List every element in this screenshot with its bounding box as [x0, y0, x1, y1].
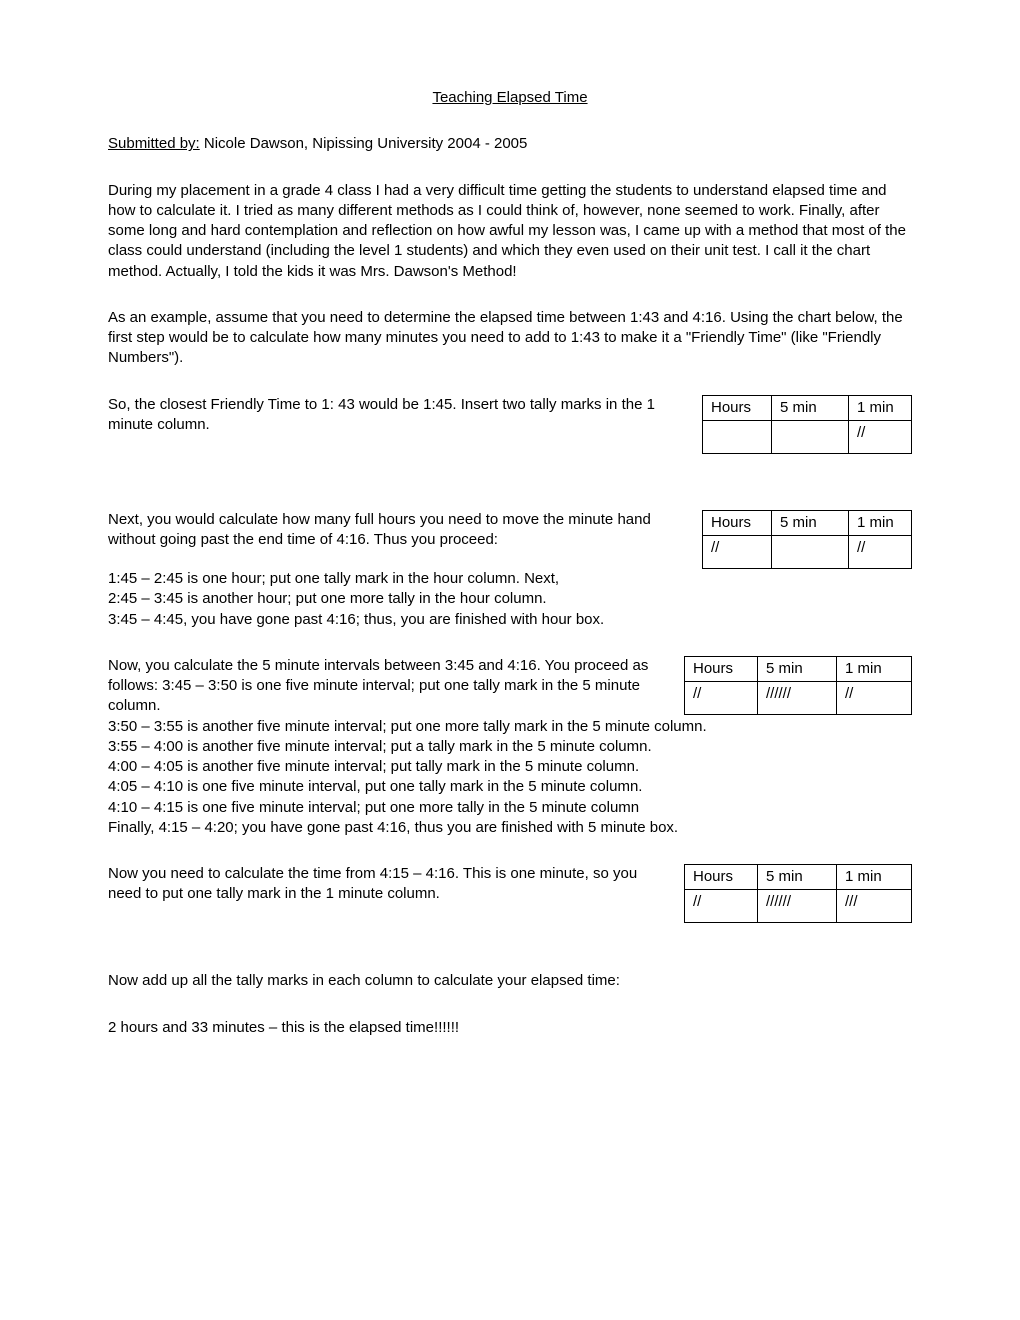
table-header-hours: Hours [685, 865, 758, 890]
table3-hours-cell: // [685, 682, 758, 715]
step1-text: So, the closest Friendly Time to 1: 43 w… [108, 395, 674, 436]
step3-text: Now, you calculate the 5 minute interval… [108, 656, 656, 717]
submitted-by-value: Nicole Dawson, Nipissing University 2004… [200, 135, 528, 152]
step2-section: Next, you would calculate how many full … [108, 510, 912, 569]
table1-1min-cell: // [849, 420, 912, 453]
table-header-5min: 5 min [758, 656, 837, 681]
table1-hours-cell [703, 420, 772, 453]
result-text: 2 hours and 33 minutes – this is the ela… [108, 1018, 912, 1038]
table3-5min-cell: ////// [758, 682, 837, 715]
table3-1min-cell: // [837, 682, 912, 715]
spacer [108, 923, 912, 947]
tally-table-3: Hours 5 min 1 min // ////// // [684, 656, 912, 715]
table-header-5min: 5 min [758, 865, 837, 890]
step3-line1: 3:50 – 3:55 is another five minute inter… [108, 718, 707, 735]
step3-section: Now, you calculate the 5 minute interval… [108, 656, 912, 717]
intro-paragraph-2: As an example, assume that you need to d… [108, 308, 912, 369]
table2-hours-cell: // [703, 536, 772, 569]
page-title: Teaching Elapsed Time [108, 88, 912, 108]
table-header-hours: Hours [703, 395, 772, 420]
step3-line6: Finally, 4:15 – 4:20; you have gone past… [108, 819, 678, 836]
step2-line1: 1:45 – 2:45 is one hour; put one tally m… [108, 570, 559, 587]
tally-table-2: Hours 5 min 1 min // // [702, 510, 912, 569]
step4-section: Now you need to calculate the time from … [108, 864, 912, 923]
step3-line2: 3:55 – 4:00 is another five minute inter… [108, 738, 652, 755]
table-header-hours: Hours [685, 656, 758, 681]
intro-paragraph-1: During my placement in a grade 4 class I… [108, 181, 912, 282]
tally-table-1: Hours 5 min 1 min // [702, 395, 912, 454]
step3-continuation: 3:50 – 3:55 is another five minute inter… [108, 717, 912, 839]
table-header-1min: 1 min [849, 395, 912, 420]
table-header-1min: 1 min [837, 656, 912, 681]
table-header-5min: 5 min [772, 510, 849, 535]
table1-5min-cell [772, 420, 849, 453]
step2-continuation: 1:45 – 2:45 is one hour; put one tally m… [108, 569, 912, 630]
step2-line3: 3:45 – 4:45, you have gone past 4:16; th… [108, 611, 604, 628]
table2-5min-cell [772, 536, 849, 569]
step2-text: Next, you would calculate how many full … [108, 510, 674, 551]
table-header-hours: Hours [703, 510, 772, 535]
step3-line3: 4:00 – 4:05 is another five minute inter… [108, 758, 639, 775]
table-header-5min: 5 min [772, 395, 849, 420]
step1-section: So, the closest Friendly Time to 1: 43 w… [108, 395, 912, 454]
table2-1min-cell: // [849, 536, 912, 569]
submitted-by-label: Submitted by: [108, 135, 200, 152]
table-header-1min: 1 min [837, 865, 912, 890]
table4-5min-cell: ////// [758, 890, 837, 923]
table-header-1min: 1 min [849, 510, 912, 535]
document-page: Teaching Elapsed Time Submitted by: Nico… [0, 0, 1020, 1320]
step4-text: Now you need to calculate the time from … [108, 864, 656, 905]
final-instruction: Now add up all the tally marks in each c… [108, 971, 912, 991]
table4-1min-cell: /// [837, 890, 912, 923]
submitted-by-line: Submitted by: Nicole Dawson, Nipissing U… [108, 134, 912, 154]
step3-line4: 4:05 – 4:10 is one five minute interval,… [108, 778, 642, 795]
tally-table-4: Hours 5 min 1 min // ////// /// [684, 864, 912, 923]
step3-line5: 4:10 – 4:15 is one five minute interval;… [108, 799, 639, 816]
step2-line2: 2:45 – 3:45 is another hour; put one mor… [108, 590, 547, 607]
table4-hours-cell: // [685, 890, 758, 923]
spacer [108, 947, 912, 971]
